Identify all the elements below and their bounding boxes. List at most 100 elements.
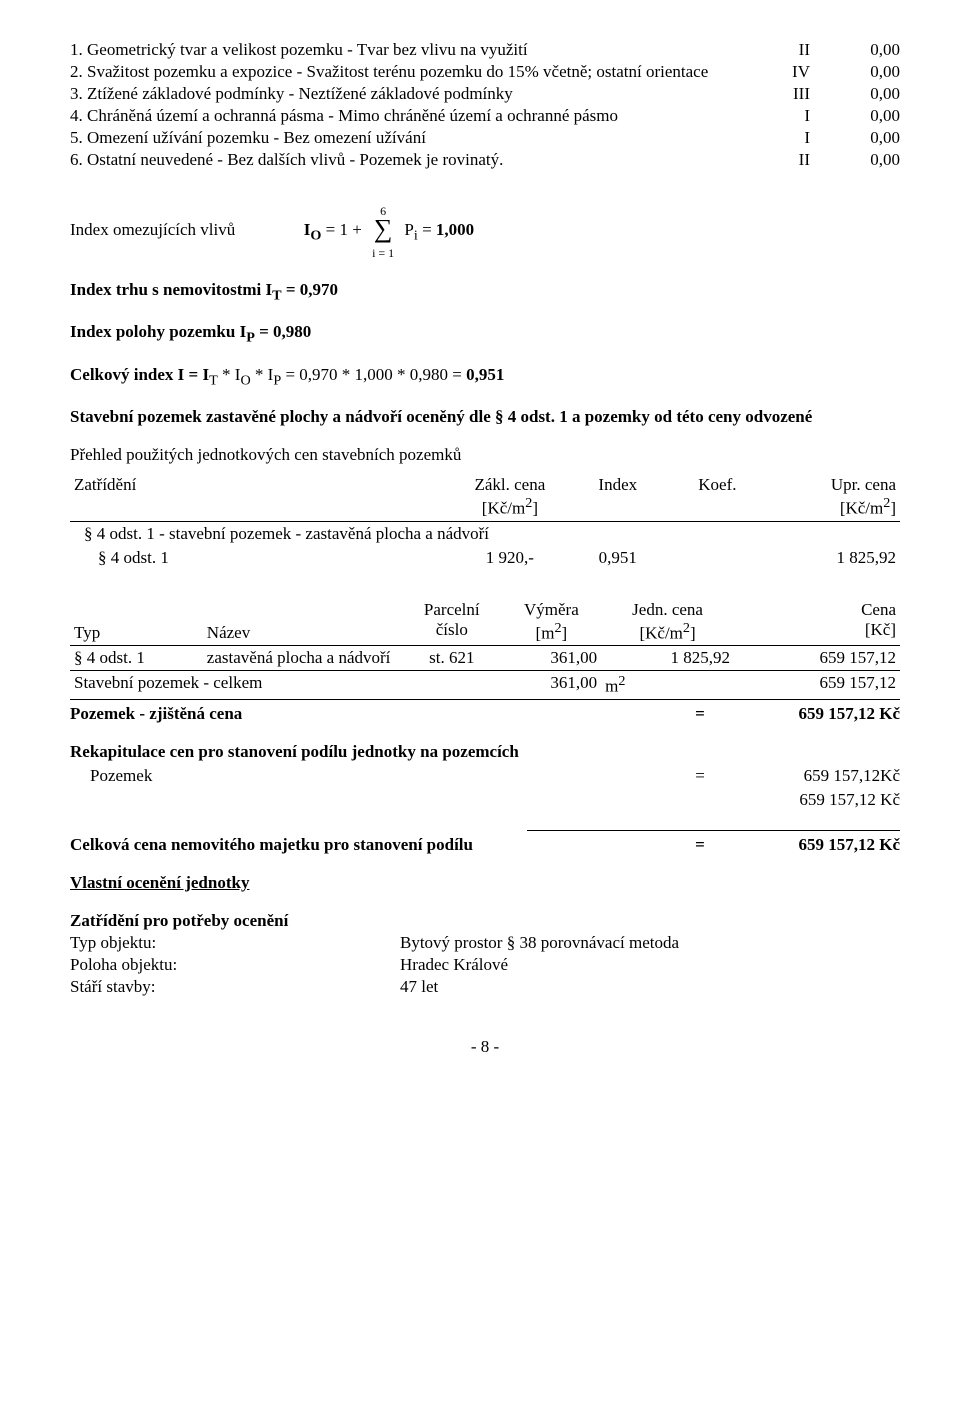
h-pcb: číslo: [436, 620, 468, 639]
idx-sub: T: [272, 287, 281, 303]
table-sum-row: Stavební pozemek - celkem 361,00 m2 659 …: [70, 671, 900, 700]
col-zatrideni: Zatřídění: [70, 473, 452, 521]
formula-eq-tail: =: [418, 220, 436, 239]
col-typ: Typ: [70, 598, 203, 646]
cell-zc: 1 920,-: [452, 546, 568, 570]
ci-tail: = 0,970 * 1,000 * 0,980 =: [281, 365, 466, 384]
kv-val: Hradec Králové: [400, 955, 900, 975]
celkovy-index: Celkový index I = IT * IO * IP = 0,970 *…: [70, 365, 900, 389]
item-num: 5.: [70, 128, 83, 147]
ci-pre: Celkový index I = I: [70, 365, 209, 384]
col-zakl-cena: Zákl. cena [Kč/m2]: [452, 473, 568, 521]
h5close: ]: [890, 499, 896, 518]
idx-label: Index polohy pozemku I: [70, 322, 246, 341]
celkova-eq: =: [680, 835, 720, 855]
parcel-table: Typ Název Parcelníčíslo Výměra [m2] Jedn…: [70, 598, 900, 700]
table-section-row: § 4 odst. 1 - stavební pozemek - zastavě…: [70, 521, 900, 546]
ci-s2: O: [240, 372, 250, 388]
col-vymera: Výměra [m2]: [502, 598, 602, 646]
item-text: Ztížené základové podmínky - Neztížené z…: [87, 84, 513, 103]
kv-row: Stáří stavby: 47 let: [70, 977, 900, 997]
list-item: 6. Ostatní neuvedené - Bez dalších vlivů…: [70, 150, 900, 170]
ci-m1: * I: [218, 365, 241, 384]
sigma-bottom: i = 1: [372, 246, 394, 260]
prehled-label: Přehled použitých jednotkových cen stave…: [70, 445, 900, 465]
formula-rhs-a: = 1 +: [321, 220, 366, 239]
col-nazev: Název: [203, 598, 402, 646]
cell-pc: st. 621: [402, 646, 502, 671]
sigma-icon: ∑: [374, 214, 393, 243]
item-code: II: [750, 40, 840, 60]
item-text: Chráněná území a ochranná pásma - Mimo c…: [87, 106, 618, 125]
cell-typ: § 4 odst. 1: [70, 646, 203, 671]
h-vyclose: ]: [562, 623, 568, 642]
h-vya: Výměra: [524, 600, 579, 619]
table-header-row: Typ Název Parcelníčíslo Výměra [m2] Jedn…: [70, 598, 900, 646]
h-cb: [Kč]: [865, 620, 896, 639]
cell-jc: 1 825,92: [601, 646, 734, 671]
sum-label: Stavební pozemek - celkem: [70, 671, 502, 700]
idx-label: Index trhu s nemovitostmi I: [70, 280, 272, 299]
col-jedn-cena: Jedn. cena [Kč/m2]: [601, 598, 734, 646]
kv-val: Bytový prostor § 38 porovnávací metoda: [400, 933, 900, 953]
sigma-body: P: [404, 220, 413, 239]
h-jcclose: ]: [690, 623, 696, 642]
item-num: 4.: [70, 106, 83, 125]
index-polohy: Index polohy pozemku IP = 0,980: [70, 322, 900, 346]
kv-key: Typ objektu:: [70, 933, 400, 953]
formula-lhs-sub: O: [310, 227, 321, 243]
zjistena-val: 659 157,12 Kč: [720, 704, 900, 724]
ci-res: 0,951: [466, 365, 504, 384]
sum-unit: m2: [601, 671, 734, 700]
item-code: I: [750, 128, 840, 148]
celkova-val: 659 157,12 Kč: [720, 835, 900, 855]
item-code: III: [750, 84, 840, 104]
item-val: 0,00: [840, 84, 900, 104]
h-vysup: 2: [554, 620, 561, 636]
item-num: 3.: [70, 84, 83, 103]
cell-uc: 1 825,92: [767, 546, 900, 570]
rekap-row2: 659 157,12 Kč: [70, 790, 900, 810]
item-code: IV: [750, 62, 840, 82]
list-item: 1. Geometrický tvar a velikost pozemku -…: [70, 40, 900, 60]
item-val: 0,00: [840, 128, 900, 148]
item-code: II: [750, 150, 840, 170]
item-num: 1.: [70, 40, 83, 59]
table-header-row: Zatřídění Zákl. cena [Kč/m2] Index Koef.…: [70, 473, 900, 521]
h-vyb: [m: [536, 623, 555, 642]
cell-koef: [668, 546, 768, 570]
kv-val: 47 let: [400, 977, 900, 997]
h-ca: Cena: [861, 600, 896, 619]
rekap-row: Pozemek = 659 157,12Kč: [70, 766, 900, 786]
h2a: Zákl. cena: [474, 475, 545, 494]
page-number: - 8 -: [70, 1037, 900, 1057]
sum-vy: 361,00: [502, 671, 602, 700]
rekap-eq: =: [680, 766, 720, 786]
item-text: Geometrický tvar a velikost pozemku - Tv…: [87, 40, 528, 59]
rekap-title: Rekapitulace cen pro stanovení podílu je…: [70, 742, 900, 762]
kv-key: Stáří stavby:: [70, 977, 400, 997]
item-num: 2.: [70, 62, 83, 81]
item-val: 0,00: [840, 106, 900, 126]
col-parcelni: Parcelníčíslo: [402, 598, 502, 646]
h2b: [Kč/m: [482, 499, 525, 518]
rekap-val2: 659 157,12 Kč: [720, 790, 900, 810]
h-pca: Parcelní: [424, 600, 480, 619]
zjistena-label: Pozemek - zjištěná cena: [70, 704, 680, 724]
celkova-label: Celková cena nemovitého majetku pro stan…: [70, 835, 680, 855]
item-text: Ostatní neuvedené - Bez dalších vlivů - …: [87, 150, 503, 169]
unit-sup: 2: [618, 673, 625, 689]
col-upr-cena: Upr. cena [Kč/m2]: [767, 473, 900, 521]
item-val: 0,00: [840, 150, 900, 170]
table-row: § 4 odst. 1 zastavěná plocha a nádvoří s…: [70, 646, 900, 671]
zjistena-eq: =: [680, 704, 720, 724]
kv-key: Poloha objektu:: [70, 955, 400, 975]
cell-idx: 0,951: [568, 546, 668, 570]
kv-row: Poloha objektu: Hradec Králové: [70, 955, 900, 975]
rekap-label: Pozemek: [70, 766, 680, 786]
formula-label: Index omezujících vlivů: [70, 220, 235, 239]
item-code: I: [750, 106, 840, 126]
h5b: [Kč/m: [840, 499, 883, 518]
celkova-row: Celková cena nemovitého majetku pro stan…: [70, 835, 900, 855]
h-jca: Jedn. cena: [632, 600, 703, 619]
